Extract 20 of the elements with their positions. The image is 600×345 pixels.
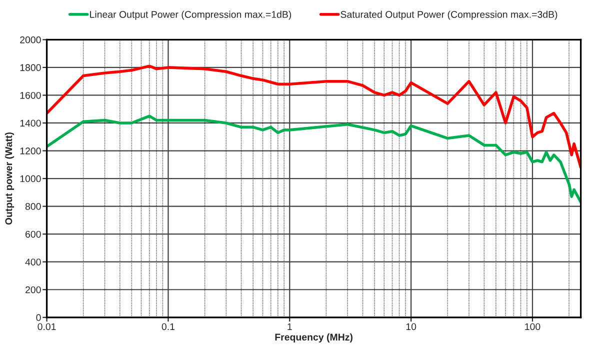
y-tick-label: 600 [26,230,41,238]
y-tick-label: 200 [26,286,41,294]
x-tick-label: 10 [406,323,416,330]
x-tick-label: 0.01 [38,323,56,330]
x-tick-label: 1 [288,323,292,330]
legend-label: Linear Output Power (Compression max.=1dB) [90,10,292,20]
x-tick-label: 0.1 [162,323,175,330]
y-tick-label: 800 [25,203,41,210]
y-tick-label: 400 [25,258,41,266]
y-tick-label: 0 [36,314,41,322]
y-tick-label: 1400 [20,120,41,127]
legend-label: Saturated Output Power (Compression max.=3dB) [340,10,558,20]
y-tick-label: 1200 [20,148,41,154]
y-axis-title: Output power (Watt) [5,132,14,225]
y-tick-label: 1600 [20,92,41,99]
x-axis-title: Frequency (MHz) [275,333,352,342]
x-tick-label: 100 [525,323,540,330]
y-tick-label: 1800 [20,64,41,72]
y-tick-label: 1000 [20,175,41,182]
y-tick-label: 2000 [20,36,41,44]
